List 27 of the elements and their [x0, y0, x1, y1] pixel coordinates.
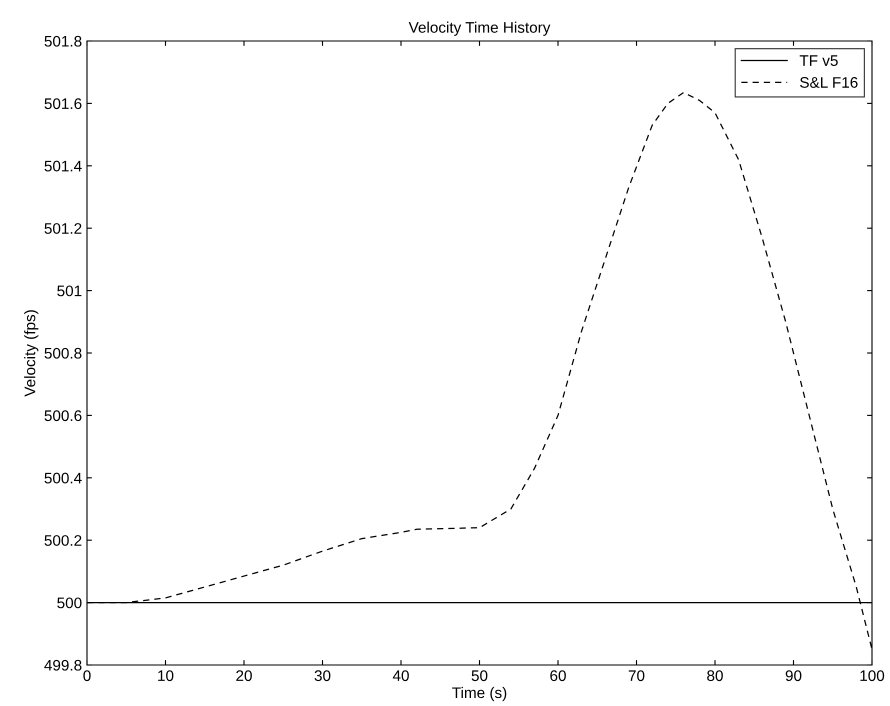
y-tick-label: 500.4	[44, 472, 82, 484]
y-tick-label: 500.6	[44, 410, 82, 422]
y-axis-title: Velocity (fps)	[24, 310, 38, 397]
legend-label: TF v5	[800, 55, 838, 66]
chart-title: Velocity Time History	[408, 22, 550, 36]
x-tick-label: 90	[786, 670, 802, 682]
y-tick-label: 501.2	[44, 223, 82, 234]
y-tick-label: 501	[57, 285, 82, 296]
x-tick-label: 70	[628, 670, 644, 682]
y-tick-label: 499.8	[44, 660, 82, 671]
y-tick-label: 501.6	[44, 98, 82, 110]
y-tick-label: 501.8	[44, 36, 82, 47]
x-tick-label: 0	[83, 670, 91, 682]
x-tick-label: 30	[314, 670, 330, 682]
y-tick-label: 500.8	[44, 348, 82, 359]
x-axis-title: Time (s)	[452, 686, 506, 702]
x-tick-label: 20	[236, 670, 252, 682]
x-tick-label: 10	[158, 670, 174, 682]
x-tick-label: 40	[392, 670, 409, 682]
x-tick-label: 60	[550, 670, 566, 682]
y-tick-label: 500.2	[44, 535, 82, 546]
legend-label: S&L F16	[800, 77, 858, 88]
y-tick-label: 501.4	[44, 160, 82, 172]
x-tick-label: 80	[707, 670, 723, 682]
x-tick-label: 100	[860, 670, 884, 682]
y-tick-label: 500	[57, 597, 82, 608]
x-tick-label: 50	[472, 670, 488, 682]
